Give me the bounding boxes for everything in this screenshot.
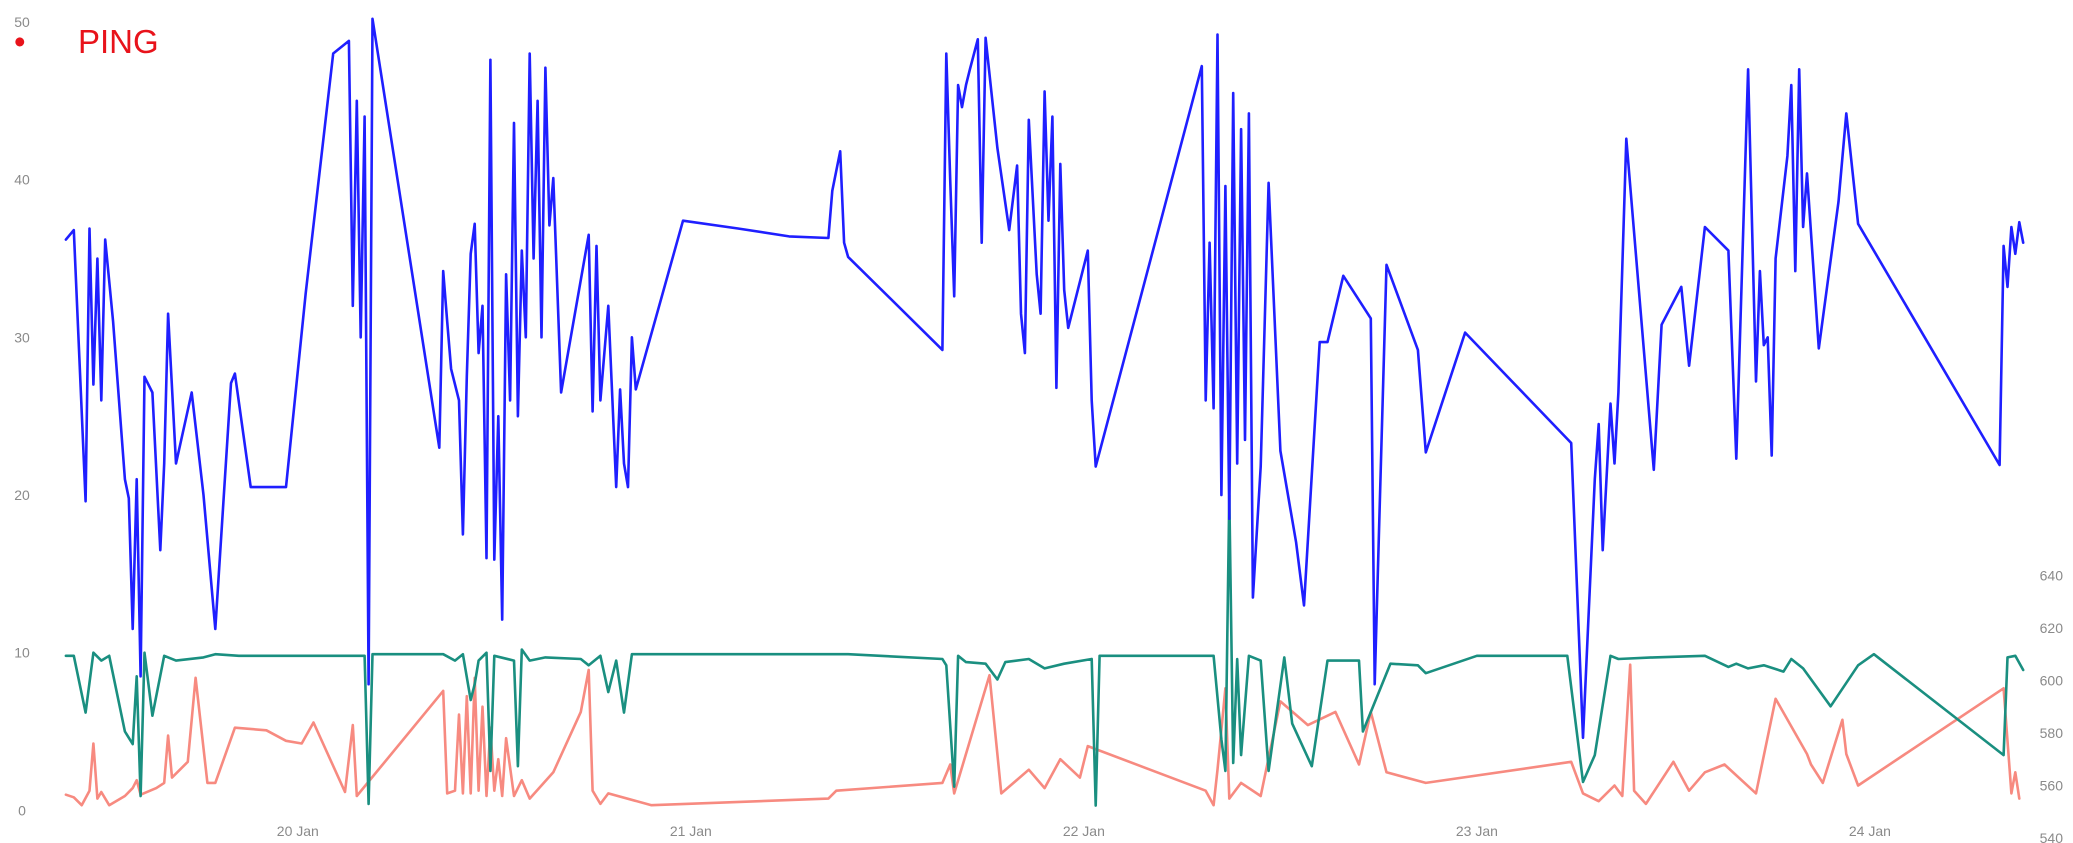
y-axis-left: 0 10 20 30 40 50 (14, 14, 30, 818)
y-left-tick-label: 20 (14, 487, 30, 503)
series-line-2 (64, 493, 2025, 807)
x-tick-label: 23 Jan (1456, 823, 1498, 839)
y-right-tick-label: 600 (2040, 672, 2064, 688)
y-right-tick-label: 580 (2040, 725, 2064, 741)
x-tick-label: 22 Jan (1063, 823, 1105, 839)
y-left-tick-label: 50 (14, 14, 30, 30)
y-right-tick-label: 640 (2040, 567, 2064, 583)
y-axis-right: 540 560 580 600 620 640 (2040, 567, 2064, 843)
y-right-tick-label: 560 (2040, 777, 2064, 793)
x-tick-label: 21 Jan (670, 823, 712, 839)
y-left-tick-label: 40 (14, 172, 30, 188)
series-lines (64, 17, 2025, 807)
y-left-tick-label: 0 (18, 802, 26, 818)
y-left-tick-label: 30 (14, 329, 30, 345)
series-line-1 (64, 17, 2025, 740)
x-tick-label: 20 Jan (277, 823, 319, 839)
y-left-tick-label: 10 (14, 645, 30, 661)
x-axis: 20 Jan 21 Jan 22 Jan 23 Jan 24 Jan (277, 823, 1891, 839)
heading-text: PING (78, 23, 159, 60)
series-line-3 (64, 663, 2021, 807)
bullet-icon: • (14, 23, 26, 60)
y-right-tick-label: 620 (2040, 620, 2064, 636)
chart-heading: • PING (14, 18, 159, 66)
x-tick-label: 24 Jan (1849, 823, 1891, 839)
y-right-tick-label: 540 (2040, 830, 2064, 843)
